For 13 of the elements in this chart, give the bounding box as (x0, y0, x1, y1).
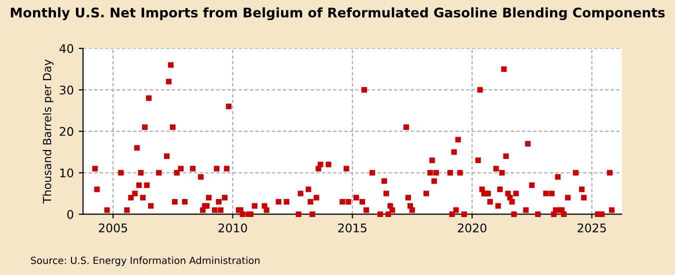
y-tick-label: 10 (60, 168, 74, 178)
x-tick-label: 2015 (338, 223, 366, 232)
source-note: Source: U.S. Energy Information Administration (31, 256, 260, 266)
y-tick-label: 40 (60, 44, 74, 54)
x-tick-label: 2020 (458, 223, 486, 232)
y-tick-label: 20 (60, 127, 74, 136)
x-tick-label: 2010 (218, 223, 247, 232)
y-tick-label: 0 (67, 210, 74, 219)
x-tick-label: 2005 (98, 223, 128, 232)
chart-title: Monthly U.S. Net Imports from Belgium of Reformulated Gasoline Blending Components (10, 7, 665, 20)
y-axis-title: Thousand Barrels per Day (42, 60, 54, 204)
y-tick-label: 30 (60, 86, 74, 95)
x-tick-label: 2025 (578, 223, 606, 232)
